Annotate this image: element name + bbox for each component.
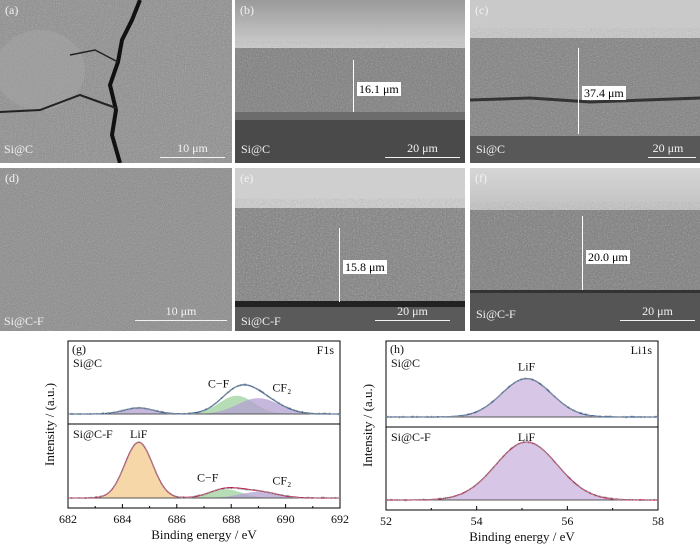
scale-bar-label: 20 μm: [397, 304, 428, 318]
thickness-label: 15.8 μm: [343, 260, 387, 274]
y-axis-label: Intensity / (a.u.): [42, 383, 57, 466]
sem-image-e: [235, 168, 465, 331]
x-axis-label: Binding energy / eV: [469, 529, 575, 544]
sem-panel-d: (d) Si@C-F 10 μm: [0, 168, 232, 331]
peak-lif-fill: [386, 378, 658, 417]
y-axis-label: Intensity / (a.u.): [360, 384, 375, 467]
x-tick-label: 54: [471, 514, 483, 528]
peak-c-f-fill: [68, 489, 340, 498]
sem-panel-c: (c) 37.4 μm Si@C 20 μm: [470, 0, 700, 163]
peak-annotation: CF₂: [272, 381, 291, 395]
x-tick-label: 682: [59, 512, 77, 526]
sem-image-a: [0, 0, 232, 163]
scale-bar: [135, 320, 227, 321]
peak-cf2-fill: [68, 398, 340, 414]
peak-annotation: C−F: [197, 470, 219, 484]
sem-image-c: [470, 0, 700, 163]
scale-bar-label: 20 μm: [642, 304, 673, 318]
raw-data-line: [67, 441, 341, 500]
sample-label: Si@C-F: [73, 427, 113, 441]
sample-label: Si@C: [476, 142, 506, 156]
sem-panel-a: (a) Si@C 10 μm: [0, 0, 232, 163]
sample-label: Si@C: [391, 356, 420, 370]
scale-bar: [620, 320, 695, 321]
peak-annotation: C−F: [208, 377, 230, 391]
sample-label: Si@C-F: [241, 314, 281, 328]
panel-label: (b): [240, 3, 254, 17]
peak-lif-fill: [68, 407, 340, 414]
scale-bar: [160, 157, 225, 158]
scale-bar-label: 20 μm: [652, 141, 684, 155]
peak-annotation: LiF: [130, 427, 148, 441]
sem-panel-b: (b) 16.1 μm Si@C 20 μm: [235, 0, 465, 163]
thickness-label: 37.4 μm: [582, 86, 626, 100]
scale-bar: [375, 320, 450, 321]
scale-bar-label: 10 μm: [177, 141, 208, 155]
sem-image-f: [470, 168, 700, 331]
x-tick-label: 688: [222, 512, 240, 526]
peak-lif-fill: [68, 442, 340, 498]
x-tick-label: 690: [277, 512, 295, 526]
panel-label: (c): [475, 3, 489, 17]
peak-annotation: CF₂: [272, 473, 291, 487]
thickness-label: 16.1 μm: [357, 82, 401, 96]
x-tick-label: 684: [113, 512, 131, 526]
panel-label: (h): [390, 342, 404, 356]
sample-label: Si@C: [241, 142, 271, 156]
peak-lif-fill: [386, 442, 658, 500]
scale-bar: [385, 157, 460, 158]
raw-data-line: [385, 377, 659, 419]
panel-label: (d): [5, 171, 19, 185]
x-tick-label: 692: [331, 512, 349, 526]
panel-label: (e): [240, 171, 254, 185]
peak-annotation: LiF: [518, 360, 536, 374]
panel-label: (a): [5, 3, 19, 17]
x-tick-label: 686: [168, 512, 186, 526]
raw-data-line: [385, 441, 659, 502]
sample-label: Si@C-F: [476, 307, 516, 321]
scale-bar-label: 20 μm: [407, 141, 438, 155]
x-axis-label: Binding energy / eV: [151, 527, 257, 542]
sem-image-b: [235, 0, 465, 163]
sem-panel-f: (f) 20.0 μm Si@C-F 20 μm: [470, 168, 700, 331]
thickness-label: 20.0 μm: [586, 250, 630, 264]
panel-label: (f): [475, 171, 487, 185]
peak-annotation: LiF: [518, 430, 536, 444]
x-tick-label: 56: [561, 514, 573, 528]
sem-image-d: [0, 168, 232, 331]
sample-label: Si@C-F: [391, 430, 431, 444]
sample-label: Si@C-F: [4, 314, 44, 328]
xps-charts: 682 684 686 688 690 692 Binding energy / eV Int…: [42, 340, 664, 544]
panel-label: (g): [72, 342, 86, 356]
chart-title: Li1s: [631, 343, 653, 357]
scale-bar-label: 10 μm: [165, 304, 197, 318]
scale-bar: [648, 157, 696, 158]
sample-label: Si@C: [73, 356, 102, 370]
fit-envelope: [68, 384, 340, 415]
chart-title: F1s: [317, 343, 335, 357]
x-tick-label: 58: [652, 514, 664, 528]
sample-label: Si@C: [4, 142, 34, 156]
raw-data-line: [67, 383, 341, 416]
sem-panel-e: (e) 15.8 μm Si@C-F 20 μm: [235, 168, 465, 331]
x-tick-label: 52: [380, 514, 392, 528]
